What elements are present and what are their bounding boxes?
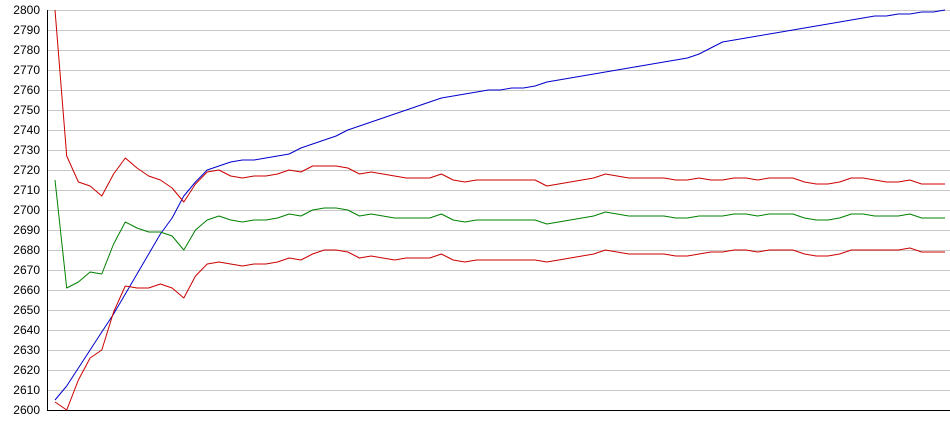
- y-tick-label: 2680: [13, 243, 40, 257]
- y-tick-label: 2640: [13, 323, 40, 337]
- y-tick-label: 2770: [13, 63, 40, 77]
- y-tick-label: 2730: [13, 143, 40, 157]
- y-tick-label: 2780: [13, 43, 40, 57]
- y-tick-label: 2720: [13, 163, 40, 177]
- series-line-2: [54, 9, 945, 203]
- series-line-1: [54, 9, 946, 401]
- y-tick-label: 2690: [13, 223, 40, 237]
- y-tick-label: 2760: [13, 83, 40, 97]
- y-tick-label: 2750: [13, 103, 40, 117]
- y-tick-label: 2630: [13, 343, 40, 357]
- series-line-3: [54, 179, 945, 289]
- y-tick-label: 2660: [13, 283, 40, 297]
- y-tick-label: 2610: [13, 383, 40, 397]
- y-tick-label: 2710: [13, 183, 40, 197]
- y-tick-label: 2740: [13, 123, 40, 137]
- grid-lines: [47, 10, 950, 391]
- y-tick-label: 2800: [13, 3, 40, 17]
- series-group: [54, 9, 946, 411]
- y-tick-label: 2700: [13, 203, 40, 217]
- y-tick-label: 2790: [13, 23, 40, 37]
- y-tick-label: 2670: [13, 263, 40, 277]
- y-tick-label: 2620: [13, 363, 40, 377]
- y-tick-label: 2600: [13, 403, 40, 417]
- y-tick-label: 2650: [13, 303, 40, 317]
- y-axis-ticks: 2600 2610 2620 2630 2640 2650 2660 2670 2680 2690…: [13, 3, 40, 417]
- series-line-4: [54, 247, 945, 411]
